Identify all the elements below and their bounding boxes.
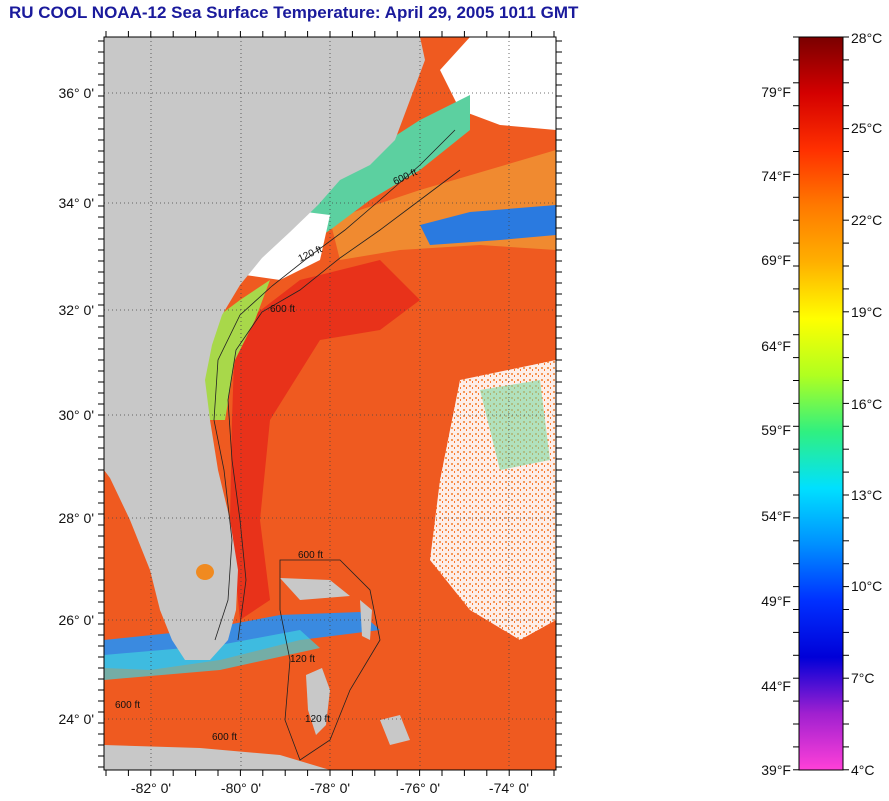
cb-c-label: 25°C (851, 120, 882, 136)
contour-label: 600 ft (212, 732, 237, 743)
cb-f-label: 69°F (761, 252, 791, 268)
cb-f-label: 54°F (761, 508, 791, 524)
lat-label-24: 24° 0' (58, 711, 94, 727)
cb-f-label: 64°F (761, 338, 791, 354)
latitude-labels: 36° 0' 34° 0' 32° 0' 30° 0' 28° 0' 26° 0… (58, 85, 94, 727)
map-ticks (98, 31, 562, 776)
lon-label-78: -78° 0' (310, 780, 350, 796)
shelf-water-georgia (195, 280, 270, 420)
longitude-labels: -82° 0' -80° 0' -78° 0' -76° 0' -74° 0' (131, 780, 529, 796)
lon-label-76: -76° 0' (400, 780, 440, 796)
lat-label-26: 26° 0' (58, 612, 94, 628)
contour-label: 600 ft (298, 550, 323, 561)
map-area (104, 37, 556, 770)
cb-c-label: 22°C (851, 212, 882, 228)
lat-label-30: 30° 0' (58, 407, 94, 423)
bahamas-grand (280, 578, 350, 600)
colorbar-fahrenheit-labels: 79°F 74°F 69°F 64°F 59°F 54°F 49°F 44°F … (761, 84, 791, 778)
contour-line-120ft (213, 129, 456, 641)
land-cuba (104, 745, 330, 770)
lat-label-36: 36° 0' (58, 85, 94, 101)
cb-c-label: 28°C (851, 30, 882, 46)
map-gridlines (104, 37, 556, 770)
cb-c-label: 10°C (851, 578, 882, 594)
contour-line-bahamas (279, 559, 381, 761)
colorbar-ticks (793, 36, 849, 771)
cb-c-label: 7°C (851, 670, 875, 686)
shelf-water-carolinas (300, 95, 470, 250)
cb-f-label: 59°F (761, 422, 791, 438)
cb-c-label: 13°C (851, 487, 882, 503)
cb-f-label: 74°F (761, 168, 791, 184)
lon-label-74: -74° 0' (489, 780, 529, 796)
cb-c-label: 4°C (851, 762, 875, 778)
contour-label: 600 ft (115, 700, 140, 711)
lat-label-28: 28° 0' (58, 510, 94, 526)
colorbar (798, 36, 844, 771)
land-us-southeast (104, 37, 425, 660)
gulf-stream (230, 260, 420, 620)
cb-c-label: 16°C (851, 396, 882, 412)
cb-f-label: 79°F (761, 84, 791, 100)
contour-label: 120 ft (290, 654, 315, 665)
bahamas-east (380, 715, 410, 745)
bahamas-eleuthera (360, 600, 372, 640)
lon-label-80: -80° 0' (221, 780, 261, 796)
cb-f-label: 44°F (761, 678, 791, 694)
colorbar-celsius-labels: 28°C 25°C 22°C 19°C 16°C 13°C 10°C 7°C 4… (851, 30, 882, 778)
cb-f-label: 39°F (761, 762, 791, 778)
cold-streak-north (420, 205, 556, 245)
lat-label-32: 32° 0' (58, 302, 94, 318)
contour-label: 600 ft (270, 304, 295, 315)
cb-c-label: 19°C (851, 304, 882, 320)
lat-label-34: 34° 0' (58, 195, 94, 211)
cb-f-label: 49°F (761, 593, 791, 609)
cool-patch-east (480, 380, 550, 470)
bahamas-andros (306, 668, 330, 735)
map-title: RU COOL NOAA-12 Sea Surface Temperature:… (9, 3, 579, 22)
contour-label: 120 ft (305, 714, 330, 725)
lake-okeechobee (196, 564, 214, 580)
lon-label-82: -82° 0' (131, 780, 171, 796)
